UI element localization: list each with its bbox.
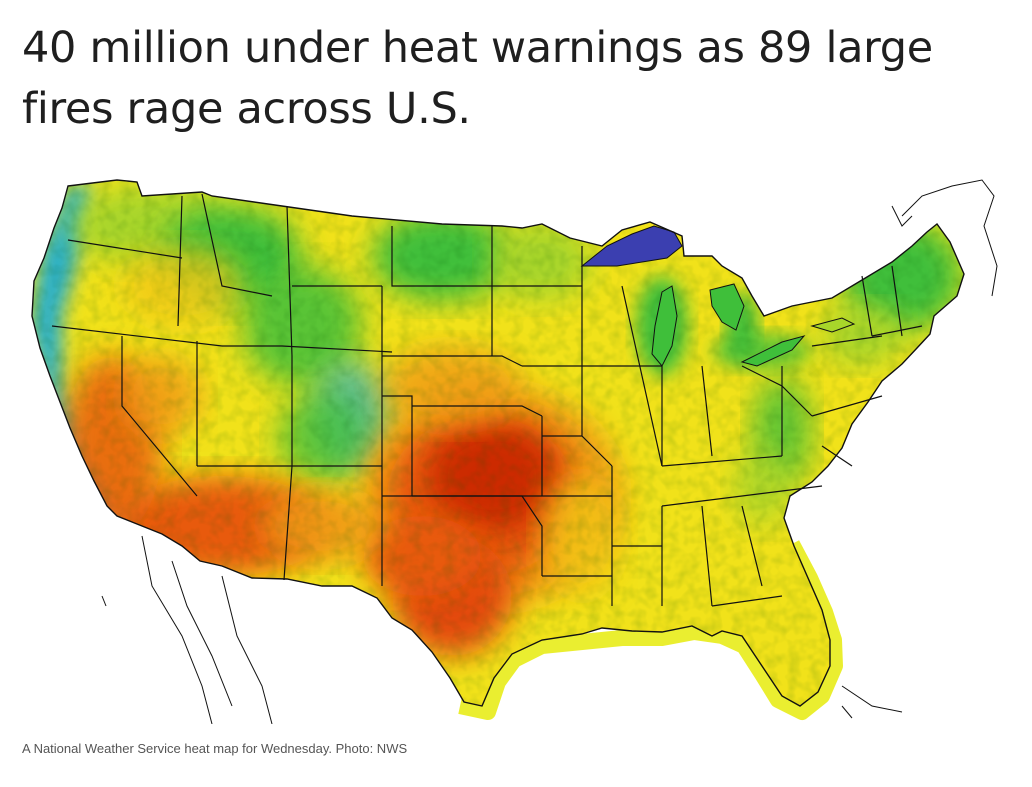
image-caption: A National Weather Service heat map for … [22,741,408,756]
heat-map-graphic [31,179,998,724]
lake-ontario [810,317,856,333]
border-outlines [101,179,998,724]
heat-field [32,180,964,706]
state-boundaries [31,179,965,707]
lake-superior [580,225,683,267]
heat-map [22,166,1004,724]
lake-erie [740,335,806,367]
coastline-glow [458,540,843,720]
lake-huron [709,283,745,331]
lake-michigan [651,285,678,367]
headline: 40 million under heat warnings as 89 lar… [22,23,933,134]
